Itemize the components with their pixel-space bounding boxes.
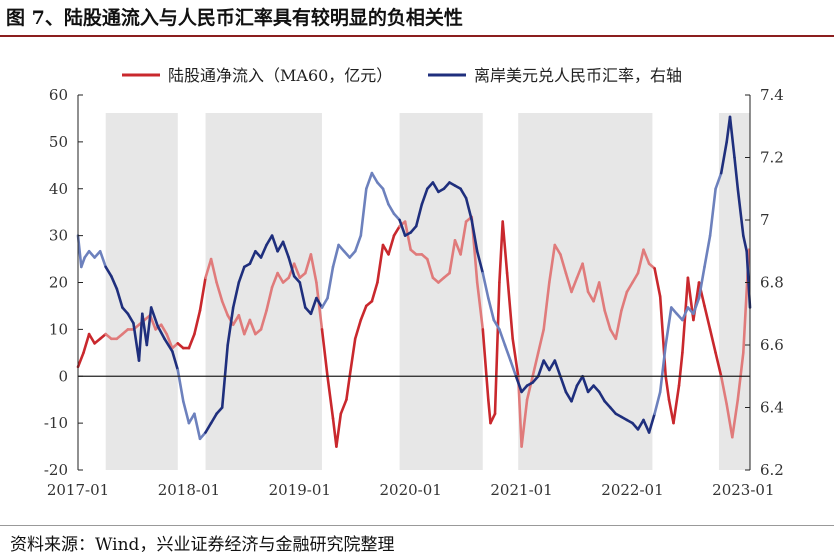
series-1-segment-47 (328, 267, 334, 298)
series-0-segment-78 (495, 283, 499, 414)
shaded-period-2 (400, 113, 483, 470)
series-1-segment-106 (655, 392, 661, 414)
series-1-segment-75 (483, 273, 489, 298)
series-1-segment-76 (488, 298, 494, 320)
x-tick-label-5: 2022-01 (601, 481, 663, 499)
series-1-segment-55 (372, 173, 378, 182)
legend-label-fx: 离岸美元兑人民币汇率，右轴 (474, 66, 682, 85)
bottom-rule (0, 525, 834, 526)
x-tick-label-0: 2017-01 (47, 481, 109, 499)
series-0-segment-81 (507, 273, 513, 339)
series-0-segment-49 (341, 400, 347, 414)
series-0-segment-2 (84, 334, 90, 353)
series-1-segment-21 (183, 401, 189, 423)
left-tick-label-4: 20 (49, 274, 68, 292)
series-1-segment-79 (505, 345, 511, 361)
series-1-segment-6 (100, 251, 106, 267)
left-tick-label-8: 60 (49, 86, 68, 104)
series-1-segment-2 (81, 258, 84, 267)
series-0-segment-56 (377, 245, 383, 283)
series-1-segment-54 (366, 173, 372, 189)
series-0-segment-53 (361, 306, 367, 320)
series-0-segment-3 (89, 334, 95, 343)
left-tick-label-5: 30 (49, 227, 68, 245)
right-tick-label-4: 7 (760, 211, 770, 229)
series-1-segment-108 (666, 308, 672, 346)
right-tick-label-1: 6.4 (760, 399, 784, 417)
series-1-segment-115 (705, 236, 711, 267)
shaded-period-1 (206, 113, 322, 470)
right-tick-label-3: 6.8 (760, 274, 784, 292)
title-rule (0, 35, 834, 37)
right-tick-label-2: 6.6 (760, 336, 784, 354)
series-0-segment-119 (710, 329, 716, 352)
legend-label-stock-connect: 陆股通净流入（MA60，亿元） (168, 66, 392, 85)
right-tick-label-6: 7.4 (760, 86, 784, 104)
series-1-segment-20 (178, 370, 184, 401)
series-0-segment-118 (705, 306, 711, 330)
chart-title: 图 7、陆股通流入与人民币汇率具有较明显的负相关性 (6, 3, 463, 30)
series-0-segment-75 (483, 329, 489, 399)
series-0-segment-51 (350, 339, 356, 377)
series-0-segment-108 (655, 268, 661, 296)
series-0-segment-76 (488, 400, 490, 423)
source-note: 资料来源：Wind，兴业证券经济与金融研究院整理 (10, 530, 394, 555)
series-0-segment-22 (194, 311, 200, 335)
shaded-period-3 (518, 113, 652, 470)
series-1-segment-116 (710, 189, 716, 236)
series-0-segment-50 (346, 376, 349, 399)
series-0-segment-52 (355, 320, 361, 339)
series-0-segment-45 (322, 329, 328, 376)
left-tick-label-6: 40 (49, 180, 68, 198)
left-tick-label-2: 0 (58, 367, 68, 385)
series-0-segment-48 (336, 414, 340, 447)
series-1-segment-58 (389, 204, 395, 213)
series-1-segment-46 (322, 298, 328, 307)
left-tick-label-3: 10 (49, 320, 68, 338)
left-tick-label-1: -10 (44, 414, 68, 432)
series-0-segment-46 (328, 376, 334, 418)
left-tick-label-7: 50 (49, 133, 68, 151)
series-1-segment-48 (333, 245, 339, 267)
series-0-segment-110 (666, 376, 669, 399)
x-tick-label-3: 2020-01 (380, 481, 442, 499)
x-tick-label-6: 2023-01 (712, 481, 774, 499)
chart-svg: -20 -10 0 10 20 30 40 50 60 6.2 6.4 6.6 6.8 7 7.2 7.4 20… (0, 40, 834, 524)
series-0-segment-59 (394, 226, 400, 235)
left-tick-label-0: -20 (44, 461, 68, 479)
series-1-segment-57 (383, 189, 389, 205)
legend: 陆股通净流入（MA60，亿元） 离岸美元兑人民币汇率，右轴 (122, 66, 682, 85)
series-0-segment-1 (78, 353, 84, 367)
series-1-segment-53 (361, 189, 367, 236)
series-0-segment-80 (503, 222, 507, 274)
series-1-segment-78 (499, 329, 505, 345)
x-tick-label-1: 2018-01 (158, 481, 220, 499)
right-tick-label-5: 7.2 (760, 149, 784, 167)
series-0-segment-55 (372, 283, 378, 302)
x-tick-label-2: 2019-01 (269, 481, 331, 499)
series-0-segment-113 (679, 353, 682, 386)
x-tick-label-4: 2021-01 (490, 481, 552, 499)
series-0-segment-23 (200, 278, 206, 311)
series-1-segment-23 (194, 414, 200, 439)
series-0-segment-58 (389, 236, 395, 255)
series-0-segment-21 (189, 334, 195, 348)
right-tick-label-0: 6.2 (760, 461, 784, 479)
series-1-segment-52 (355, 236, 361, 252)
series-0-segment-112 (674, 386, 680, 424)
